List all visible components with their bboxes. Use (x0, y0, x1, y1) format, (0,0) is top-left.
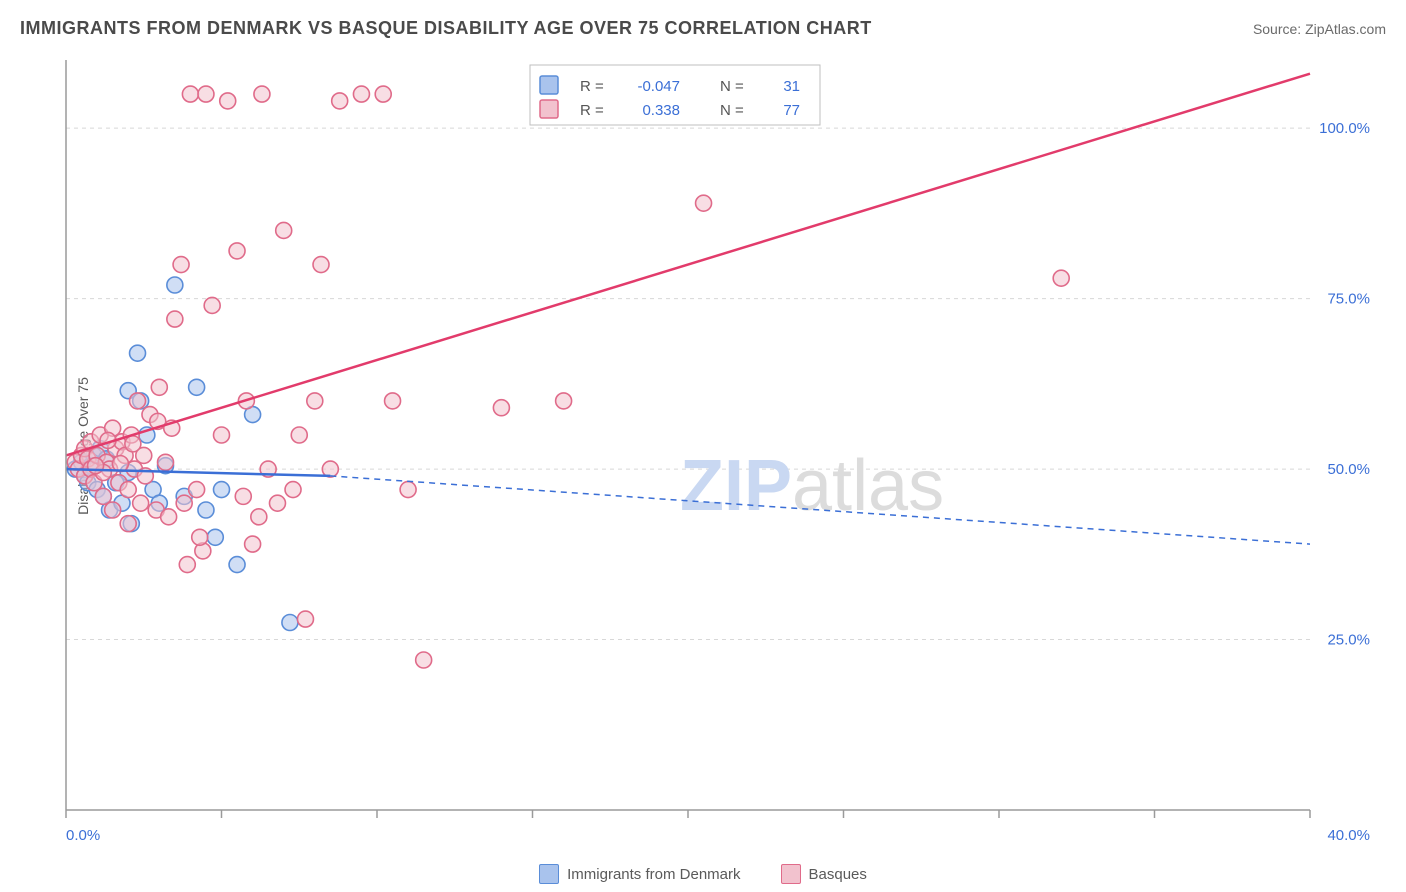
legend-item: Immigrants from Denmark (539, 864, 740, 884)
scatter-point (214, 427, 230, 443)
source-label: Source: ZipAtlas.com (1253, 21, 1386, 37)
scatter-point (251, 509, 267, 525)
scatter-point (105, 502, 121, 518)
legend-item: Basques (781, 864, 867, 884)
stats-legend: R = -0.047 N = 31 R = 0.338 N = 77 (530, 65, 820, 125)
scatter-point (167, 277, 183, 293)
scatter-point (151, 379, 167, 395)
scatter-point (375, 86, 391, 102)
scatter-point (130, 345, 146, 361)
scatter-point (353, 86, 369, 102)
scatter-point (269, 495, 285, 511)
bottom-legend: Immigrants from Denmark Basques (0, 864, 1406, 884)
scatter-point (307, 393, 323, 409)
scatter-point (120, 482, 136, 498)
svg-text:-0.047: -0.047 (637, 78, 680, 95)
scatter-point (189, 379, 205, 395)
scatter-point (1053, 270, 1069, 286)
scatter-point (158, 454, 174, 470)
scatter-point (297, 611, 313, 627)
svg-text:N =: N = (720, 102, 744, 119)
scatter-point (282, 615, 298, 631)
scatter-point (120, 516, 136, 532)
scatter-point (313, 257, 329, 273)
scatter-point (214, 482, 230, 498)
svg-text:77: 77 (783, 102, 800, 119)
scatter-point (198, 502, 214, 518)
scatter-point (400, 482, 416, 498)
scatter-point (416, 652, 432, 668)
scatter-point (95, 488, 111, 504)
scatter-point (285, 482, 301, 498)
page-title: IMMIGRANTS FROM DENMARK VS BASQUE DISABI… (20, 18, 872, 39)
scatter-point (173, 257, 189, 273)
scatter-point (130, 393, 146, 409)
plot-area: ZIPatlas 25.0% 50.0% 75.0% 100.0% 0.0% 40.0% R … (60, 60, 1380, 850)
scatter-point (235, 488, 251, 504)
scatter-point (332, 93, 348, 109)
scatter-point (276, 222, 292, 238)
y-tick-label: 25.0% (1327, 632, 1370, 649)
scatter-point (88, 458, 104, 474)
scatter-point (161, 509, 177, 525)
x-tick-label: 40.0% (1327, 827, 1370, 844)
scatter-point (182, 86, 198, 102)
y-tick-label: 100.0% (1319, 120, 1370, 137)
legend-swatch (781, 864, 801, 884)
scatter-point (254, 86, 270, 102)
scatter-point (229, 557, 245, 573)
scatter-point (133, 495, 149, 511)
scatter-point (245, 536, 261, 552)
scatter-point (556, 393, 572, 409)
chart-svg: ZIPatlas 25.0% 50.0% 75.0% 100.0% 0.0% 40.0% R … (60, 60, 1380, 850)
scatter-point (696, 195, 712, 211)
scatter-point (198, 86, 214, 102)
svg-text:R =: R = (580, 78, 604, 95)
scatter-point (192, 529, 208, 545)
scatter-point (176, 495, 192, 511)
svg-text:R =: R = (580, 102, 604, 119)
svg-text:0.338: 0.338 (642, 102, 680, 119)
scatter-point (204, 297, 220, 313)
legend-swatch (539, 864, 559, 884)
header: IMMIGRANTS FROM DENMARK VS BASQUE DISABI… (20, 18, 1386, 39)
scatter-point (493, 400, 509, 416)
scatter-point (385, 393, 401, 409)
scatter-point (220, 93, 236, 109)
trend-line (66, 74, 1310, 456)
scatter-point (179, 557, 195, 573)
scatter-point (125, 436, 141, 452)
scatter-point (291, 427, 307, 443)
scatter-point (189, 482, 205, 498)
scatter-point (207, 529, 223, 545)
y-tick-label: 75.0% (1327, 291, 1370, 308)
legend-label: Immigrants from Denmark (567, 866, 740, 883)
scatter-point (167, 311, 183, 327)
watermark: ZIPatlas (680, 446, 944, 526)
svg-text:31: 31 (783, 78, 800, 95)
legend-label: Basques (809, 866, 867, 883)
scatter-point (229, 243, 245, 259)
svg-text:N =: N = (720, 78, 744, 95)
y-tick-label: 50.0% (1327, 461, 1370, 478)
x-tick-label: 0.0% (66, 827, 100, 844)
